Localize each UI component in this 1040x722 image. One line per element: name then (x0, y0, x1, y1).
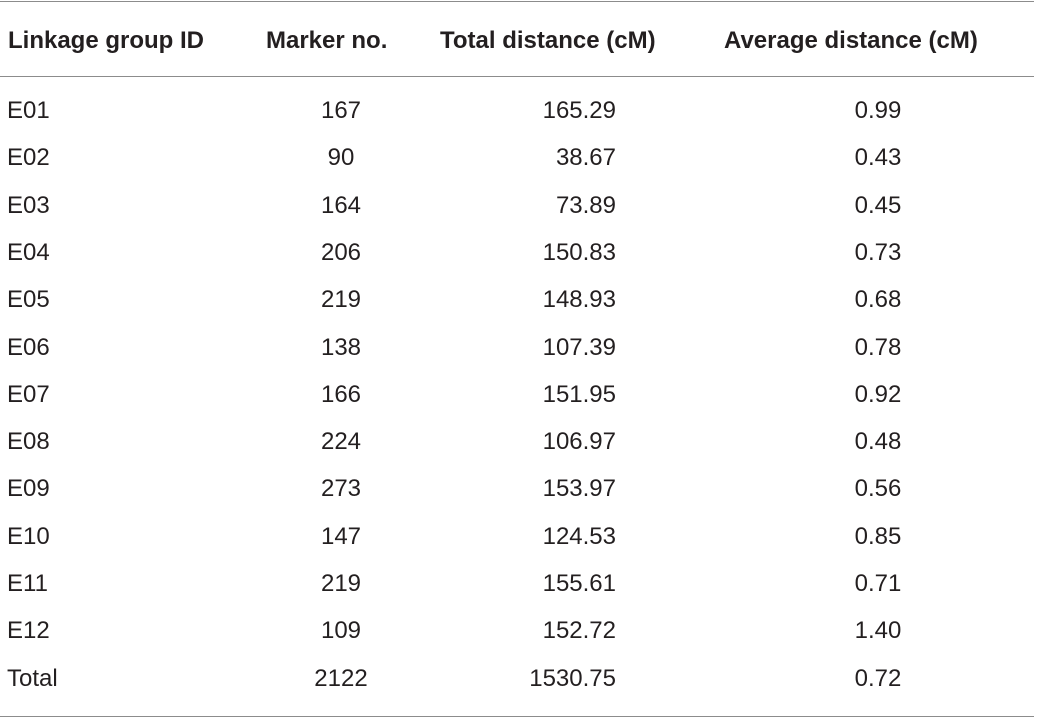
cell-average-distance: 0.45 (854, 191, 902, 219)
cell-average-distance: 0.99 (854, 97, 902, 124)
cell-linkage-group-id: E03 (7, 191, 50, 219)
table-header-rule (0, 76, 1034, 77)
cell-average-distance: 0.72 (854, 664, 902, 692)
cell-total-distance: 1530.75 (529, 664, 616, 692)
cell-total-distance: 155.61 (542, 570, 616, 597)
cell-linkage-group-id: E01 (7, 97, 50, 124)
cell-linkage-group-id: E11 (7, 570, 48, 597)
cell-average-distance: 0.71 (854, 570, 902, 597)
cell-average-distance: 0.78 (854, 333, 902, 361)
cell-linkage-group-id: E06 (7, 333, 50, 361)
cell-average-distance: 0.48 (854, 428, 902, 456)
cell-marker-no: 219 (320, 286, 362, 314)
cell-total-distance: 151.95 (542, 380, 616, 408)
cell-total-distance: 107.39 (542, 333, 616, 361)
cell-marker-no: 206 (320, 238, 362, 266)
cell-marker-no: 138 (320, 333, 362, 361)
header-average-distance: Average distance (cM) (724, 27, 978, 54)
cell-linkage-group-id: E05 (7, 286, 50, 314)
cell-total-distance: 148.93 (542, 286, 616, 314)
cell-linkage-group-id: E08 (7, 428, 50, 456)
cell-marker-no: 90 (327, 144, 355, 172)
cell-average-distance: 1.40 (854, 617, 902, 645)
cell-marker-no: 273 (320, 475, 362, 503)
cell-marker-no: 166 (320, 380, 362, 408)
cell-marker-no: 147 (320, 522, 362, 550)
cell-total-distance: 150.83 (542, 238, 616, 266)
cell-average-distance: 0.43 (854, 144, 902, 172)
cell-marker-no: 164 (320, 191, 362, 219)
cell-linkage-group-id: E12 (7, 617, 50, 645)
cell-total-distance: 73.89 (555, 191, 616, 219)
cell-marker-no: 219 (320, 570, 362, 597)
cell-marker-no: 2122 (314, 664, 368, 692)
cell-average-distance: 0.68 (854, 286, 902, 314)
cell-average-distance: 0.85 (854, 522, 902, 550)
cell-linkage-group-id: E02 (7, 144, 50, 172)
cell-total-distance: 124.53 (542, 522, 616, 550)
cell-linkage-group-id: E09 (7, 475, 50, 503)
cell-total-distance: 38.67 (555, 144, 616, 172)
cell-total-distance: 152.72 (542, 617, 616, 645)
cell-marker-no: 167 (320, 97, 362, 124)
cell-average-distance: 0.92 (854, 380, 902, 408)
header-marker-no: Marker no. (266, 27, 388, 54)
cell-marker-no: 224 (320, 428, 362, 456)
cell-linkage-group-id: E04 (7, 238, 50, 266)
cell-total-distance: 165.29 (542, 97, 616, 124)
table-top-rule (0, 1, 1034, 2)
cell-marker-no: 109 (320, 617, 362, 645)
cell-linkage-group-id: E07 (7, 380, 50, 408)
cell-average-distance: 0.56 (854, 475, 902, 503)
header-linkage-group-id: Linkage group ID (8, 27, 205, 54)
cell-average-distance: 0.73 (854, 238, 902, 266)
cell-total-distance: 153.97 (542, 475, 616, 503)
table-bottom-rule (0, 716, 1034, 717)
header-total-distance: Total distance (cM) (440, 27, 656, 54)
cell-linkage-group-id: Total (7, 664, 58, 692)
cell-linkage-group-id: E10 (7, 522, 50, 550)
cell-total-distance: 106.97 (542, 428, 616, 456)
